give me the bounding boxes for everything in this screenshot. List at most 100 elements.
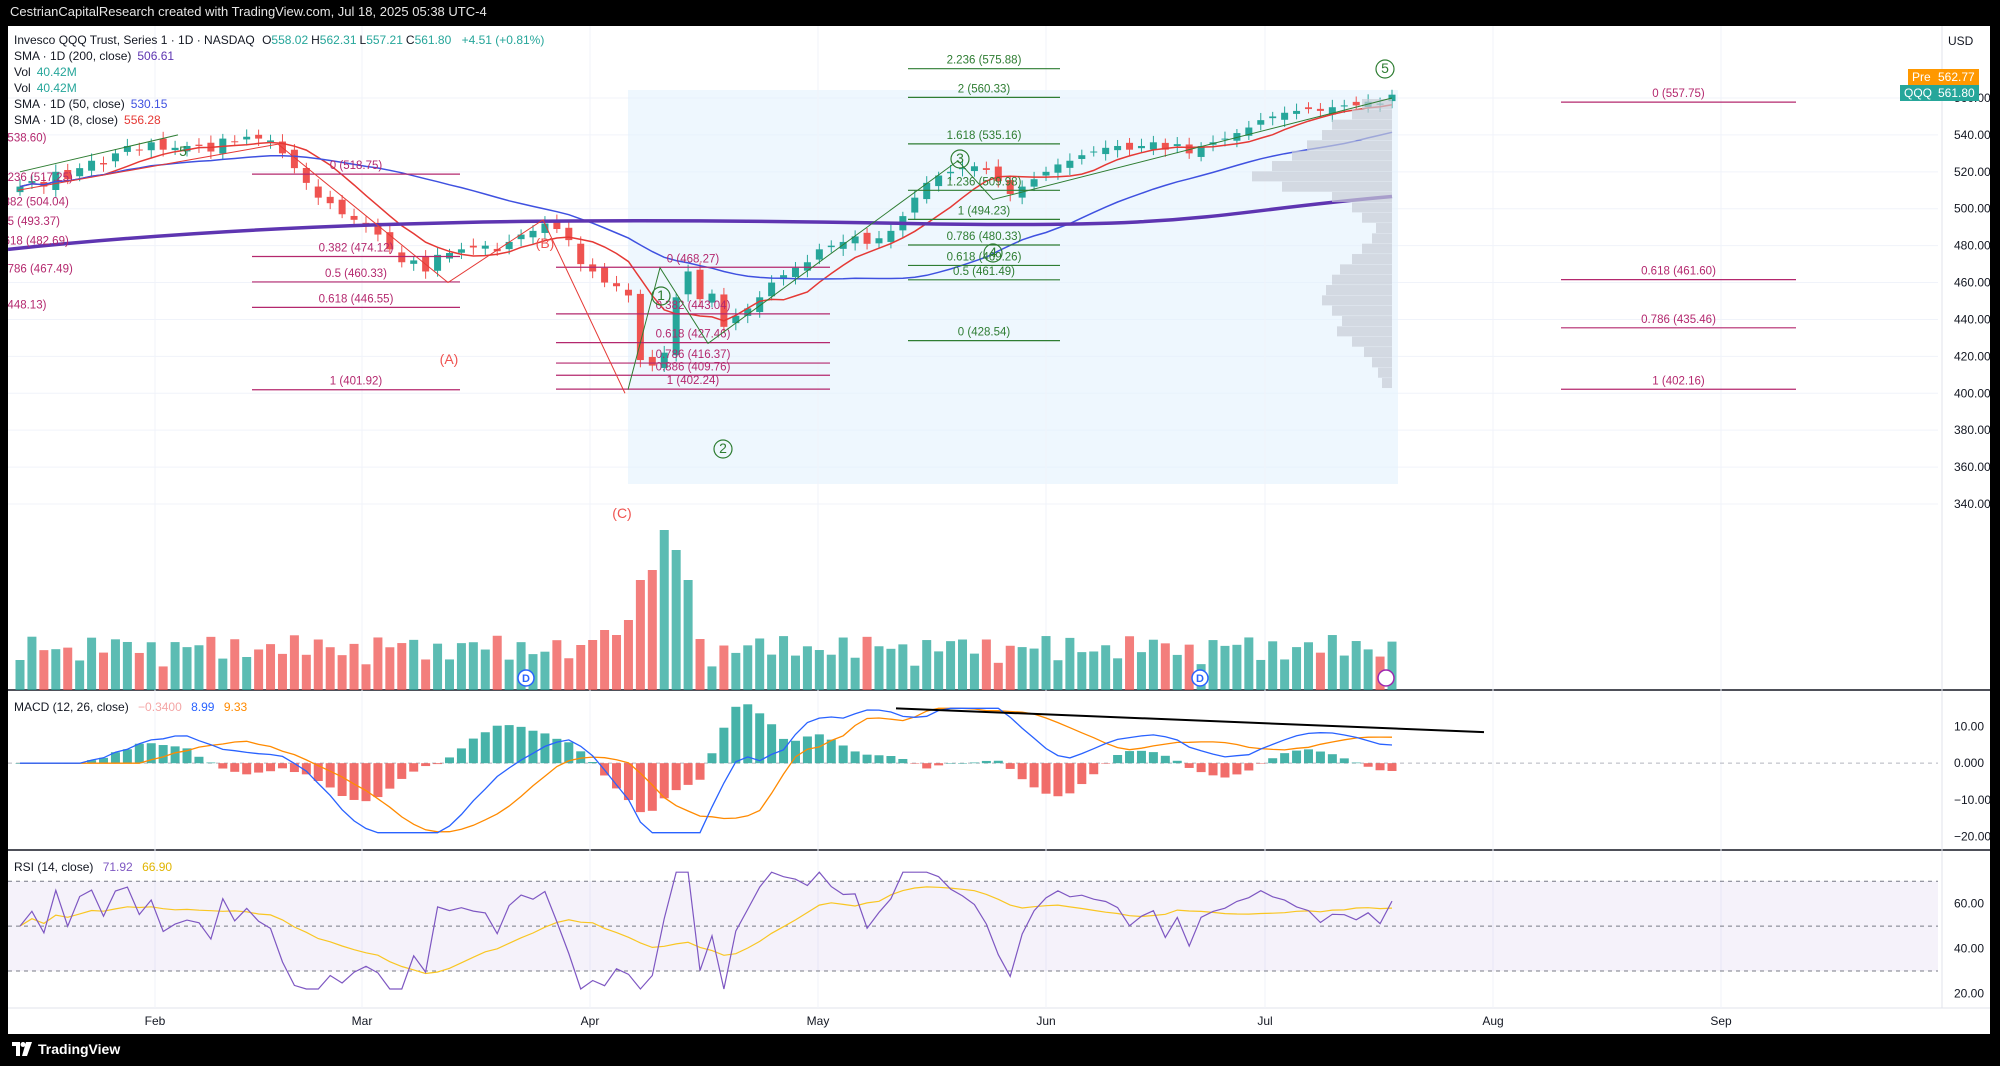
macd-histogram-bar [242, 763, 252, 775]
macd-histogram-bar [433, 763, 443, 765]
volume-profile-bar [1337, 326, 1392, 337]
volume-bar [110, 639, 120, 690]
candle-body [326, 196, 334, 204]
vol1-legend[interactable]: Vol 40.42M [14, 64, 77, 80]
candle [1126, 137, 1134, 157]
sma50-legend[interactable]: SMA · 1D (50, close) 530.15 [14, 96, 167, 112]
wave-label-circle [1375, 59, 1395, 79]
volume-profile-bar [1272, 161, 1392, 172]
tradingview-logo[interactable]: TradingView [12, 1041, 120, 1057]
candle-body [720, 294, 728, 327]
macd-histogram-bar [934, 763, 944, 766]
currency-label[interactable]: USD [1948, 34, 1974, 48]
candle-body [111, 153, 119, 162]
wave-label: 1 [657, 287, 665, 303]
volume-bar [564, 658, 574, 690]
volume-bar [779, 636, 789, 690]
candle-body [553, 220, 561, 230]
volume-bar [492, 635, 502, 690]
candle-body [267, 140, 275, 142]
candle-body [624, 289, 632, 296]
volume-bar [456, 643, 466, 690]
tradingview-icon [12, 1042, 32, 1056]
time-tick-label: Sep [1710, 1014, 1732, 1028]
candle [338, 194, 346, 219]
candle-body [815, 249, 823, 260]
candle-body [338, 199, 346, 215]
candle-body [135, 149, 143, 151]
candle [1030, 171, 1038, 192]
volume-profile-bar [1292, 150, 1392, 161]
volume-bar [134, 652, 144, 690]
volume-bar [516, 642, 526, 690]
macd-histogram-bar [349, 763, 359, 800]
volume-bar [1327, 635, 1337, 690]
ohlc-key-o: O [262, 33, 272, 47]
volume-bar [635, 580, 645, 690]
candle-body [469, 245, 477, 248]
macd-histogram-bar [313, 763, 323, 782]
pre-tag: Pre [1908, 69, 1935, 85]
candle-body [1090, 151, 1098, 153]
candle [791, 262, 799, 285]
wave-label-circle [651, 286, 671, 306]
fib-level-label: 0.382 (474.12) [319, 242, 394, 254]
candle [374, 218, 382, 242]
ticker-tag: QQQ [1900, 85, 1937, 101]
wave-label: 4 [989, 244, 997, 260]
candle [386, 225, 394, 255]
fib-level-label: 0.5 (460.33) [325, 268, 387, 280]
candle-body [923, 182, 931, 200]
candle-body [732, 315, 740, 324]
macd-histogram-bar [385, 763, 395, 789]
volume-profile-bar [1352, 109, 1392, 120]
price-chart[interactable]: 560.00540.00520.00500.00480.00460.00440.… [8, 26, 1990, 1034]
candle-body [1233, 133, 1241, 141]
volume-bar [1339, 655, 1349, 690]
macd-histogram-bar [1244, 763, 1254, 771]
volume-profile-bar [1332, 305, 1392, 316]
fib-level-label: 0.786 (435.46) [1641, 314, 1716, 326]
volume-profile-bar [1342, 316, 1392, 327]
sma8-legend[interactable]: SMA · 1D (8, close) 556.28 [14, 112, 161, 128]
volume-bar [385, 647, 395, 690]
candle-body [123, 145, 131, 152]
time-tick-label: Mar [352, 1014, 373, 1028]
candle-body [314, 186, 322, 198]
sma200-legend[interactable]: SMA · 1D (200, close) 506.61 [14, 48, 174, 64]
rsi-legend[interactable]: RSI (14, close) 71.92 66.90 [14, 859, 172, 875]
macd-histogram-bar [146, 743, 156, 764]
ohlc-values: O558.02 H562.31 L557.21 C561.80 [262, 33, 454, 47]
candle [1293, 103, 1301, 120]
vol2-value: 40.42M [36, 81, 77, 95]
macd-legend[interactable]: MACD (12, 26, close) −0.3400 8.99 9.33 [14, 699, 247, 715]
macd-histogram-bar [564, 742, 574, 764]
macd-histogram-bar [1125, 751, 1135, 764]
volume-bar [1101, 645, 1111, 690]
volume-bar [1315, 652, 1325, 690]
candle [863, 228, 871, 250]
ohlc-value-l: 557.21 [366, 33, 403, 47]
volume-profile-bar [1382, 378, 1392, 389]
volume-profile-bar [1322, 130, 1392, 141]
candle-body [684, 271, 692, 295]
rsi-ma-line [19, 886, 1393, 975]
volume-bar [1065, 637, 1075, 690]
candle-body [16, 186, 24, 193]
macd-histogram-bar [1208, 763, 1218, 776]
candle [577, 236, 585, 272]
volume-profile-bar [1378, 367, 1392, 378]
macd-histogram-bar [1089, 763, 1099, 775]
wave-label-circle [950, 149, 970, 169]
volume-bar [325, 647, 335, 690]
macd-histogram-bar [122, 749, 132, 764]
symbol-legend[interactable]: Invesco QQQ Trust, Series 1 · 1D · NASDA… [14, 32, 544, 48]
vol2-legend[interactable]: Vol 40.42M [14, 80, 77, 96]
macd-histogram-bar [874, 755, 884, 764]
macd-histogram-bar [230, 763, 240, 772]
volume-profile-bar [1352, 254, 1392, 265]
macd-histogram-bar [1041, 763, 1051, 794]
candle [1316, 103, 1324, 118]
macd-histogram-bar [755, 713, 765, 764]
candle-body [1030, 179, 1038, 187]
